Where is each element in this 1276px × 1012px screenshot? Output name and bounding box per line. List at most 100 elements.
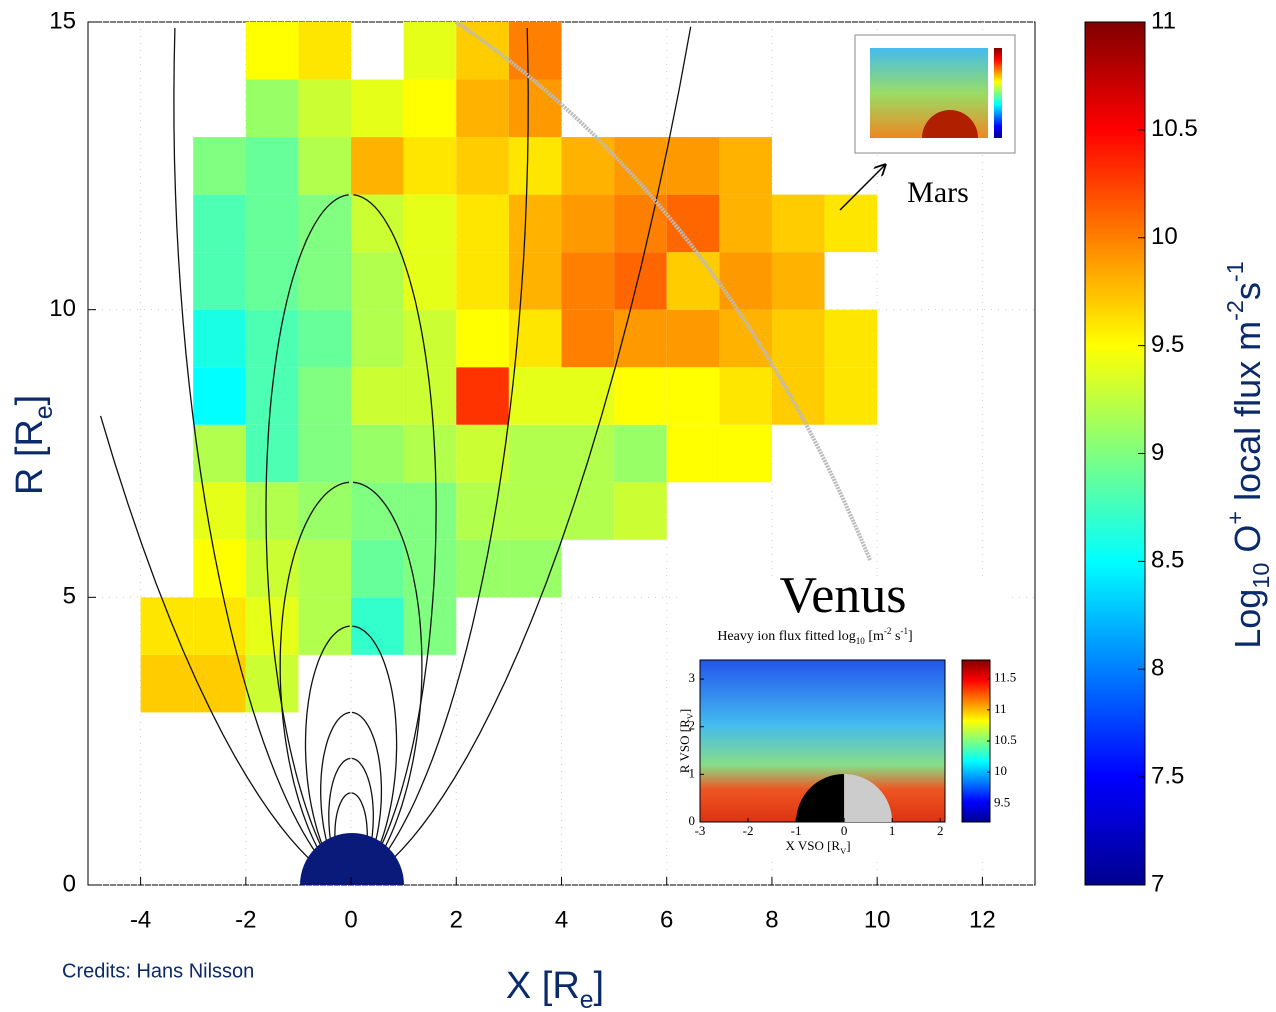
x-tick-label: 12 — [969, 906, 996, 933]
heat-cell — [614, 424, 667, 483]
heat-cell — [508, 252, 562, 310]
heat-cell — [508, 539, 562, 598]
colorbar-tick-label: 7 — [1151, 870, 1164, 897]
venus-subtitle-part: -1 — [900, 626, 908, 636]
colorbar-tick-label: 8 — [1151, 655, 1164, 682]
y-axis-label: R [Re] — [9, 395, 58, 495]
colorbar-label-part: + — [1222, 511, 1248, 525]
heat-cell — [403, 252, 457, 310]
heat-cell — [614, 309, 667, 368]
colorbar-label: Log10 O+ local flux m-2s-1 — [1222, 261, 1274, 648]
heat-cell — [298, 367, 352, 425]
heat-cell — [403, 194, 457, 253]
heat-cell — [508, 367, 562, 425]
heat-cell — [140, 654, 194, 713]
field-line — [99, 415, 331, 877]
heat-cell — [298, 137, 352, 195]
field-line — [328, 757, 351, 847]
heat-cell — [193, 597, 246, 655]
heat-cell — [403, 539, 457, 598]
y-tick-label: 15 — [49, 7, 76, 34]
heat-cell — [456, 482, 509, 540]
heat-cell — [456, 252, 509, 310]
x-axis-label-part: X [R — [506, 965, 580, 1007]
field-line — [320, 711, 351, 852]
heat-cell — [403, 22, 457, 80]
venus-night — [796, 773, 845, 822]
venus-x-tick-label: 1 — [889, 823, 896, 838]
heat-cell — [666, 252, 720, 310]
heat-cell — [508, 22, 562, 80]
heat-cell — [298, 482, 352, 540]
venus-title: Venus — [779, 567, 906, 624]
venus-colorbar-tick-label: 9.5 — [994, 794, 1010, 809]
venus-x-tick-label: -3 — [695, 823, 706, 838]
heat-cell — [456, 367, 509, 425]
heat-cell — [403, 137, 457, 195]
earth — [300, 833, 404, 885]
heat-cell — [245, 22, 299, 80]
heat-cell — [561, 482, 615, 540]
colorbar-label-part: O — [1227, 525, 1268, 563]
heat-cell — [508, 137, 562, 195]
heat-cell — [508, 79, 562, 138]
venus-subtitle-part: 10 — [856, 636, 866, 646]
colorbar-tick-label: 7.5 — [1151, 762, 1184, 789]
heat-cell — [351, 309, 404, 368]
field-line — [334, 792, 351, 839]
venus-subtitle-part: Heavy ion flux fitted log — [717, 629, 855, 644]
heat-cell — [561, 367, 615, 425]
heat-cell — [298, 539, 352, 598]
mars-arrow — [839, 165, 885, 211]
heat-cell — [351, 252, 404, 310]
venus-colorbar-tick-label: 10.5 — [994, 732, 1017, 747]
field-line — [279, 481, 350, 862]
colorbar-label-part: local flux m — [1227, 321, 1268, 511]
heat-cell — [351, 79, 404, 138]
x-tick-label: 8 — [765, 906, 778, 933]
heat-cell — [351, 539, 404, 598]
heat-cell — [719, 424, 772, 483]
heat-cell — [351, 424, 404, 483]
heat-cell — [508, 482, 562, 540]
venus-x-tick-label: -2 — [743, 823, 754, 838]
heat-cell — [508, 309, 562, 368]
colorbar-tick-label: 10.5 — [1151, 115, 1198, 142]
heat-cell — [298, 252, 352, 310]
heat-cell — [245, 424, 299, 483]
field-line — [353, 194, 437, 868]
y-axis-label-part: R [R — [9, 419, 51, 495]
heat-cell — [614, 252, 667, 310]
mars-body — [922, 110, 978, 138]
mars-inset-colorbar — [994, 48, 1002, 138]
heat-cell — [403, 424, 457, 483]
venus-colorbar-tick-label: 11 — [994, 701, 1007, 716]
orbit-trace — [454, 20, 872, 561]
heat-cell — [193, 194, 246, 253]
colorbar-tick-label: 11 — [1151, 7, 1176, 34]
heat-cell — [456, 22, 509, 80]
heat-cell — [140, 597, 194, 655]
heat-cell — [245, 482, 299, 540]
venus-x-label-part: V — [840, 846, 846, 856]
heat-cell — [666, 137, 720, 195]
venus-y-label-part: R VSO [R — [677, 719, 692, 773]
heat-cell — [245, 137, 299, 195]
heat-cell — [614, 367, 667, 425]
heat-cell — [456, 137, 509, 195]
x-axis-label-part: e — [580, 987, 594, 1012]
colorbar-label-part: s — [1227, 282, 1268, 300]
heat-cell — [614, 194, 667, 253]
field-line — [173, 27, 331, 871]
venus-y-tick-label: 0 — [689, 813, 696, 828]
venus-subtitle: Heavy ion flux fitted log10 [m-2 s-1] — [717, 626, 912, 646]
heat-cell — [719, 367, 772, 425]
venus-colorbar-tick-label: 10 — [994, 763, 1007, 778]
field-line — [372, 26, 692, 877]
colorbar-label-part: 10 — [1248, 563, 1274, 589]
field-line — [352, 625, 398, 857]
colorbar-label-part: -1 — [1222, 261, 1248, 282]
heat-cell — [771, 252, 825, 310]
heat-cell — [508, 194, 562, 253]
